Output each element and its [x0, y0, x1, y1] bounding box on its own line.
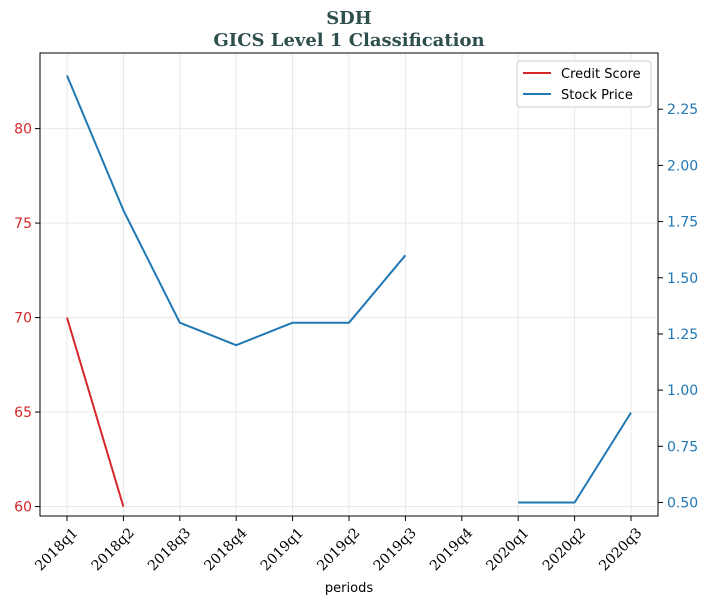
x-axis-label: periods — [325, 581, 373, 596]
right-tick-label: 1.50 — [667, 271, 698, 287]
x-tick-label: 2018q4 — [201, 525, 250, 574]
x-tick-label: 2018q3 — [145, 525, 194, 574]
left-tick-label: 80 — [14, 122, 32, 138]
legend: Credit Score Stock Price — [516, 60, 652, 108]
right-tick-label: 1.75 — [667, 215, 698, 231]
right-tick-label: 0.75 — [667, 439, 698, 455]
x-tick-label: 2019q2 — [314, 525, 363, 574]
series-line-credit-score — [66, 317, 125, 507]
chart-title: SDH — [326, 8, 372, 29]
x-tick-label: 2020q2 — [540, 525, 589, 574]
right-tick-label: 2.00 — [667, 158, 698, 174]
x-axis: 2018q1 2018q2 2018q3 2018q4 2019q1 2019q2 2019… — [32, 516, 645, 574]
right-tick-label: 1.00 — [667, 383, 698, 399]
left-tick-label: 70 — [14, 311, 32, 327]
x-tick-label: 2020q1 — [483, 525, 532, 574]
x-tick-label: 2018q2 — [89, 525, 138, 574]
x-tick-label: 2018q1 — [32, 525, 81, 574]
series-lines — [66, 75, 632, 507]
left-tick-label: 75 — [14, 216, 32, 232]
x-tick-label: 2020q3 — [596, 525, 645, 574]
legend-label-stock-price: Stock Price — [561, 88, 633, 103]
x-tick-label: 2019q4 — [427, 525, 476, 574]
series-line-stock-price — [66, 75, 407, 347]
right-tick-label: 2.25 — [667, 102, 698, 118]
right-axis: 0.50 0.75 1.00 1.25 1.50 1.75 2.00 2.25 — [658, 102, 698, 512]
right-tick-label: 1.25 — [667, 327, 698, 343]
right-tick-label: 0.50 — [667, 496, 698, 512]
series-line-stock-price — [518, 412, 632, 504]
legend-label-credit-score: Credit Score — [561, 67, 641, 82]
x-tick-label: 2019q1 — [258, 525, 307, 574]
x-tick-label: 2019q3 — [371, 525, 420, 574]
left-axis: 60 65 70 75 80 — [14, 122, 40, 516]
chart-subtitle: GICS Level 1 Classification — [213, 30, 484, 51]
grid — [40, 53, 658, 516]
left-tick-label: 60 — [14, 500, 32, 516]
left-tick-label: 65 — [14, 405, 32, 421]
